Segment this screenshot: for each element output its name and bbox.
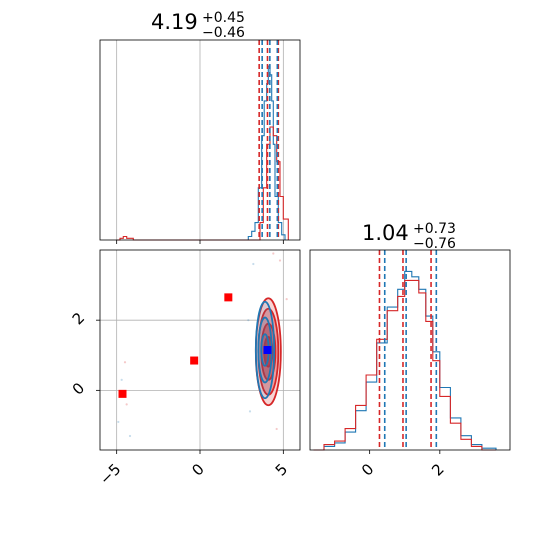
histogram-frame-param2 xyxy=(309,249,511,451)
truth-marker-0 xyxy=(118,389,127,398)
xtick-label-p2-1: 0 xyxy=(188,460,207,479)
ytick-label-p2-0: 0 xyxy=(69,379,88,398)
scatter-point xyxy=(248,410,252,413)
scatter-point xyxy=(275,427,278,431)
scatter-point xyxy=(125,403,128,406)
hist-series-p3-0 xyxy=(313,270,497,451)
scatter-point xyxy=(272,252,275,255)
xtick-label-p2-2: 5 xyxy=(272,460,291,479)
histogram-panel-param2: 0 2 1.04 +0.73 −0.76 xyxy=(309,221,511,480)
scatter-point xyxy=(120,378,123,381)
title-plus-param1: +0.45 xyxy=(202,10,245,26)
histogram-title-param1: 4.19 +0.45 −0.46 xyxy=(151,10,245,41)
scatter-point xyxy=(247,319,250,322)
scatter-point xyxy=(285,298,288,301)
histogram-panel-param1: 4.19 +0.45 −0.46 xyxy=(99,10,301,244)
title-plus-param2: +0.73 xyxy=(413,221,456,237)
xtick-label-p2-0: −5 xyxy=(96,460,124,488)
truth-marker-2 xyxy=(224,293,233,302)
hist-series-p3-1 xyxy=(313,279,496,451)
truth-marker-3 xyxy=(263,346,272,354)
scatter-point xyxy=(123,361,127,364)
title-minus-param1: −0.46 xyxy=(202,25,245,41)
scatter-point xyxy=(278,259,282,262)
scatter-contour-panel: 0 2 −5 0 5 xyxy=(69,249,301,488)
truth-marker-1 xyxy=(190,356,199,365)
title-value-param1: 4.19 xyxy=(151,10,198,34)
title-minus-param2: −0.76 xyxy=(413,236,456,252)
scatter-point xyxy=(128,434,132,438)
xtick-label-p3-0: 0 xyxy=(358,460,377,479)
histogram-title-param2: 1.04 +0.73 −0.76 xyxy=(362,221,456,252)
ytick-label-p2-1: 2 xyxy=(69,309,88,328)
scatter-point xyxy=(252,262,255,266)
hist-series-p1-1 xyxy=(116,126,289,241)
xtick-label-p3-1: 2 xyxy=(428,460,447,479)
title-value-param2: 1.04 xyxy=(362,221,409,245)
scatter-point xyxy=(117,420,120,424)
